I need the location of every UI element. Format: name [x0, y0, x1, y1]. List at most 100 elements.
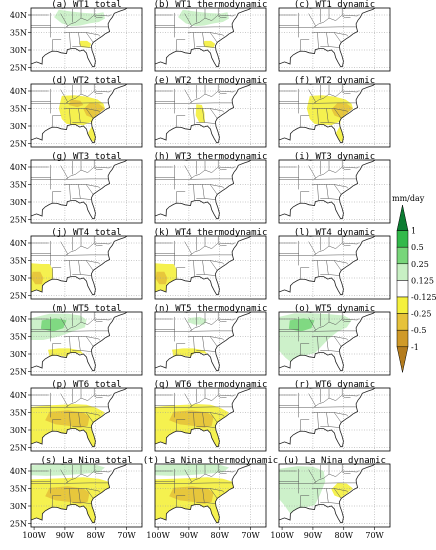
map-content	[155, 160, 266, 223]
panel-frame	[30, 159, 143, 224]
state-border	[94, 242, 112, 245]
colorbar-labels: 1 0.5 0.25 0.125 -0.125 -0.25 -0.5 -1	[411, 227, 436, 352]
map-content	[155, 8, 266, 71]
map-panel: (s) La Nina total 40N 35N 30N 25N 100W 90W 80W 7…	[10, 456, 143, 540]
anomaly-region	[155, 271, 168, 285]
state-border	[190, 14, 219, 28]
state-border	[80, 122, 92, 124]
anomaly-region	[178, 9, 229, 27]
state-border	[320, 488, 329, 503]
map-content	[31, 8, 142, 71]
map-content	[155, 236, 266, 299]
colorbar-tick-label: 0.5	[411, 243, 424, 252]
anomaly-region	[31, 464, 105, 476]
state-border	[314, 242, 343, 256]
coastline	[279, 312, 376, 372]
panel-frame	[30, 311, 143, 376]
colorbar-swatch	[396, 280, 409, 298]
state-border	[334, 260, 349, 265]
state-border	[334, 108, 349, 113]
state-border	[334, 32, 349, 37]
state-border	[314, 14, 343, 28]
panel-frame	[154, 463, 267, 528]
panel-frame	[154, 159, 267, 224]
state-border	[66, 470, 95, 484]
map-content	[31, 160, 142, 223]
panel-frame	[154, 7, 267, 72]
state-border	[69, 108, 71, 125]
state-border	[60, 89, 68, 104]
state-border	[308, 393, 316, 408]
coastline	[155, 388, 252, 448]
state-border	[308, 469, 316, 484]
state-border	[320, 108, 329, 123]
state-border	[204, 350, 216, 352]
colorbar-unit-label: mm/day	[392, 194, 425, 203]
map-content	[279, 160, 390, 223]
lat-tick-label: 40N	[10, 11, 27, 20]
state-border	[342, 394, 360, 397]
coastline	[279, 236, 376, 296]
map-panel: (u) La Nina dynamic 100W 90W 80W 70W	[270, 456, 391, 540]
map-panels: (a) WT1 total 40N 35N 30N 25N (b) WT1 thermod…	[10, 0, 391, 540]
panel-title: (t) La Nina thermodynamic	[143, 456, 278, 466]
anomaly-region	[331, 102, 353, 118]
state-border	[314, 318, 343, 332]
panel-frame	[278, 387, 391, 452]
coastline	[155, 236, 252, 296]
state-border	[94, 15, 103, 19]
state-border	[317, 412, 319, 429]
colorbar-tick-label: -0.5	[411, 326, 426, 335]
state-border	[308, 317, 316, 332]
state-border	[218, 91, 227, 95]
state-border	[328, 46, 340, 48]
state-border	[204, 426, 216, 428]
state-border	[60, 393, 68, 408]
state-border	[94, 394, 112, 397]
panel-frame	[30, 83, 143, 148]
anomaly-region	[169, 486, 214, 504]
lat-tick-label: 25N	[10, 292, 27, 301]
state-border	[334, 184, 349, 189]
map-panel: (j) WT4 total 40N 35N 30N 25N	[10, 228, 143, 301]
state-border	[334, 412, 349, 417]
state-border	[342, 471, 351, 475]
map-panel: (m) WT5 total 40N 35N 30N 25N	[10, 304, 143, 377]
state-border	[206, 32, 218, 43]
state-border	[82, 184, 94, 195]
state-border	[80, 46, 92, 48]
state-border	[193, 184, 195, 201]
state-border	[86, 412, 101, 417]
state-border	[314, 394, 343, 408]
state-border	[210, 260, 225, 265]
state-border	[314, 90, 343, 104]
state-border	[94, 14, 112, 17]
state-border	[206, 108, 218, 119]
state-border	[317, 184, 319, 201]
state-border	[60, 165, 68, 180]
state-border	[66, 166, 95, 180]
colorbar: mm/day 1 0.5 0.25 0.125 -0.125 -0.25 -0.5 -1	[392, 194, 436, 373]
state-border	[94, 471, 103, 475]
lon-tick-label: 100W	[22, 531, 46, 540]
state-border	[218, 90, 236, 93]
state-border	[320, 412, 329, 427]
state-border	[82, 108, 94, 119]
state-border	[218, 242, 236, 245]
state-border	[206, 488, 218, 499]
state-border	[80, 198, 92, 200]
lat-tick-label: 25N	[10, 444, 27, 453]
lat-tick-label: 40N	[10, 163, 27, 172]
coastline	[31, 388, 128, 448]
panel-title: (m) WT5 total	[51, 304, 121, 314]
state-border	[69, 32, 71, 49]
map-background	[279, 388, 390, 451]
anomaly-region	[193, 89, 208, 98]
state-border	[206, 184, 218, 195]
panel-title: (r) WT6 dynamic	[294, 380, 375, 390]
map-content	[31, 464, 142, 527]
panel-title: (l) WT4 dynamic	[294, 228, 375, 238]
state-border	[60, 241, 68, 256]
state-border	[218, 395, 227, 399]
map-background	[279, 236, 390, 299]
